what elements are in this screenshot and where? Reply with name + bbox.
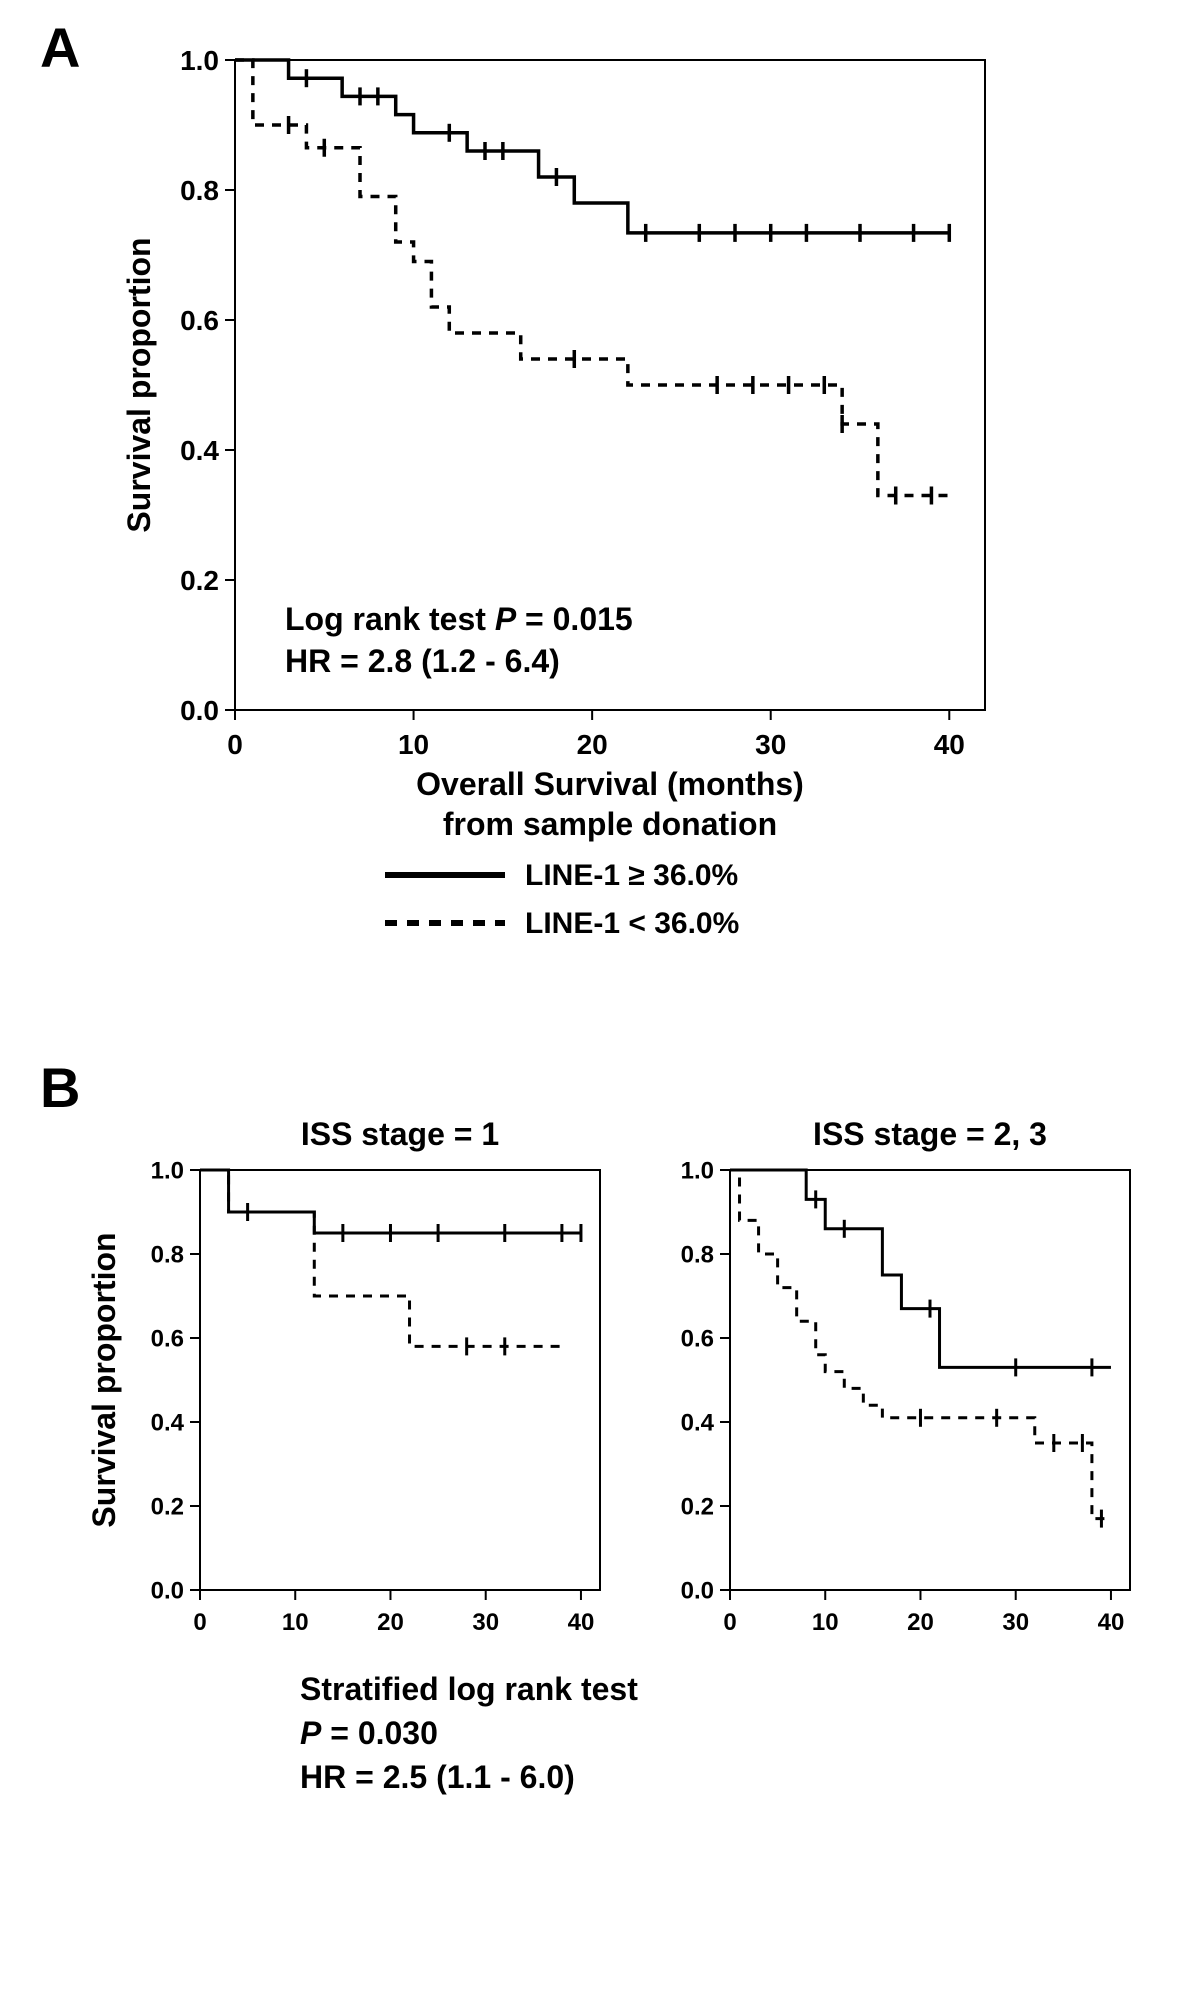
svg-text:20: 20	[577, 729, 608, 760]
svg-text:30: 30	[472, 1609, 499, 1636]
svg-text:0.6: 0.6	[180, 305, 219, 336]
svg-text:0.6: 0.6	[151, 1325, 184, 1352]
svg-text:0.4: 0.4	[180, 435, 219, 466]
svg-text:ISS stage = 1: ISS stage = 1	[301, 1116, 499, 1152]
svg-text:0.8: 0.8	[180, 175, 219, 206]
svg-text:P = 0.030: P = 0.030	[300, 1715, 438, 1751]
svg-text:0.8: 0.8	[151, 1241, 184, 1268]
svg-text:0: 0	[723, 1609, 736, 1636]
svg-text:40: 40	[568, 1609, 595, 1636]
svg-text:1.0: 1.0	[151, 1157, 184, 1184]
svg-text:0.6: 0.6	[681, 1325, 714, 1352]
panel-a-chart: 0 10 20 30 40 0.0 0.2 0.4 0.6 0.8 1.0 Survival prop…	[0, 30, 1200, 1030]
svg-text:0.0: 0.0	[151, 1577, 184, 1604]
svg-text:0.8: 0.8	[681, 1241, 714, 1268]
svg-text:LINE-1 < 36.0%: LINE-1 < 36.0%	[525, 907, 739, 940]
svg-text:10: 10	[812, 1609, 839, 1636]
svg-text:from sample donation: from sample donation	[443, 806, 777, 842]
svg-text:Log rank test P = 0.015: Log rank test P = 0.015	[285, 601, 633, 637]
svg-text:0: 0	[193, 1609, 206, 1636]
panel-b-charts: ISS stage = 1 ISS stage = 2, 3 0 10 20 30 40 0.…	[0, 1095, 1200, 1995]
svg-text:20: 20	[377, 1609, 404, 1636]
svg-text:0: 0	[227, 729, 243, 760]
svg-text:10: 10	[398, 729, 429, 760]
svg-text:LINE-1 ≥ 36.0%: LINE-1 ≥ 36.0%	[525, 859, 738, 892]
svg-text:30: 30	[755, 729, 786, 760]
svg-text:40: 40	[1098, 1609, 1125, 1636]
svg-text:0.4: 0.4	[681, 1409, 715, 1436]
svg-text:ISS stage = 2, 3: ISS stage = 2, 3	[813, 1116, 1047, 1152]
svg-text:0.2: 0.2	[151, 1493, 184, 1520]
svg-text:40: 40	[934, 729, 965, 760]
svg-text:Stratified log rank test: Stratified log rank test	[300, 1671, 638, 1707]
svg-text:10: 10	[282, 1609, 309, 1636]
svg-text:0.2: 0.2	[681, 1493, 714, 1520]
svg-text:1.0: 1.0	[681, 1157, 714, 1184]
svg-text:Survival proportion: Survival proportion	[121, 237, 157, 532]
svg-text:HR = 2.5 (1.1 - 6.0): HR = 2.5 (1.1 - 6.0)	[300, 1759, 575, 1795]
svg-text:20: 20	[907, 1609, 934, 1636]
svg-text:0.4: 0.4	[151, 1409, 185, 1436]
svg-text:0.0: 0.0	[180, 695, 219, 726]
svg-text:0.0: 0.0	[681, 1577, 714, 1604]
svg-text:HR = 2.8 (1.2 - 6.4): HR = 2.8 (1.2 - 6.4)	[285, 643, 560, 679]
svg-text:30: 30	[1002, 1609, 1029, 1636]
svg-text:1.0: 1.0	[180, 45, 219, 76]
svg-text:Overall Survival (months): Overall Survival (months)	[416, 766, 804, 802]
svg-text:Survival proportion: Survival proportion	[86, 1232, 122, 1527]
figure-container: A 0102030400.00.20.40.60.81.0Survival pr…	[0, 0, 1200, 1973]
svg-text:0.2: 0.2	[180, 565, 219, 596]
